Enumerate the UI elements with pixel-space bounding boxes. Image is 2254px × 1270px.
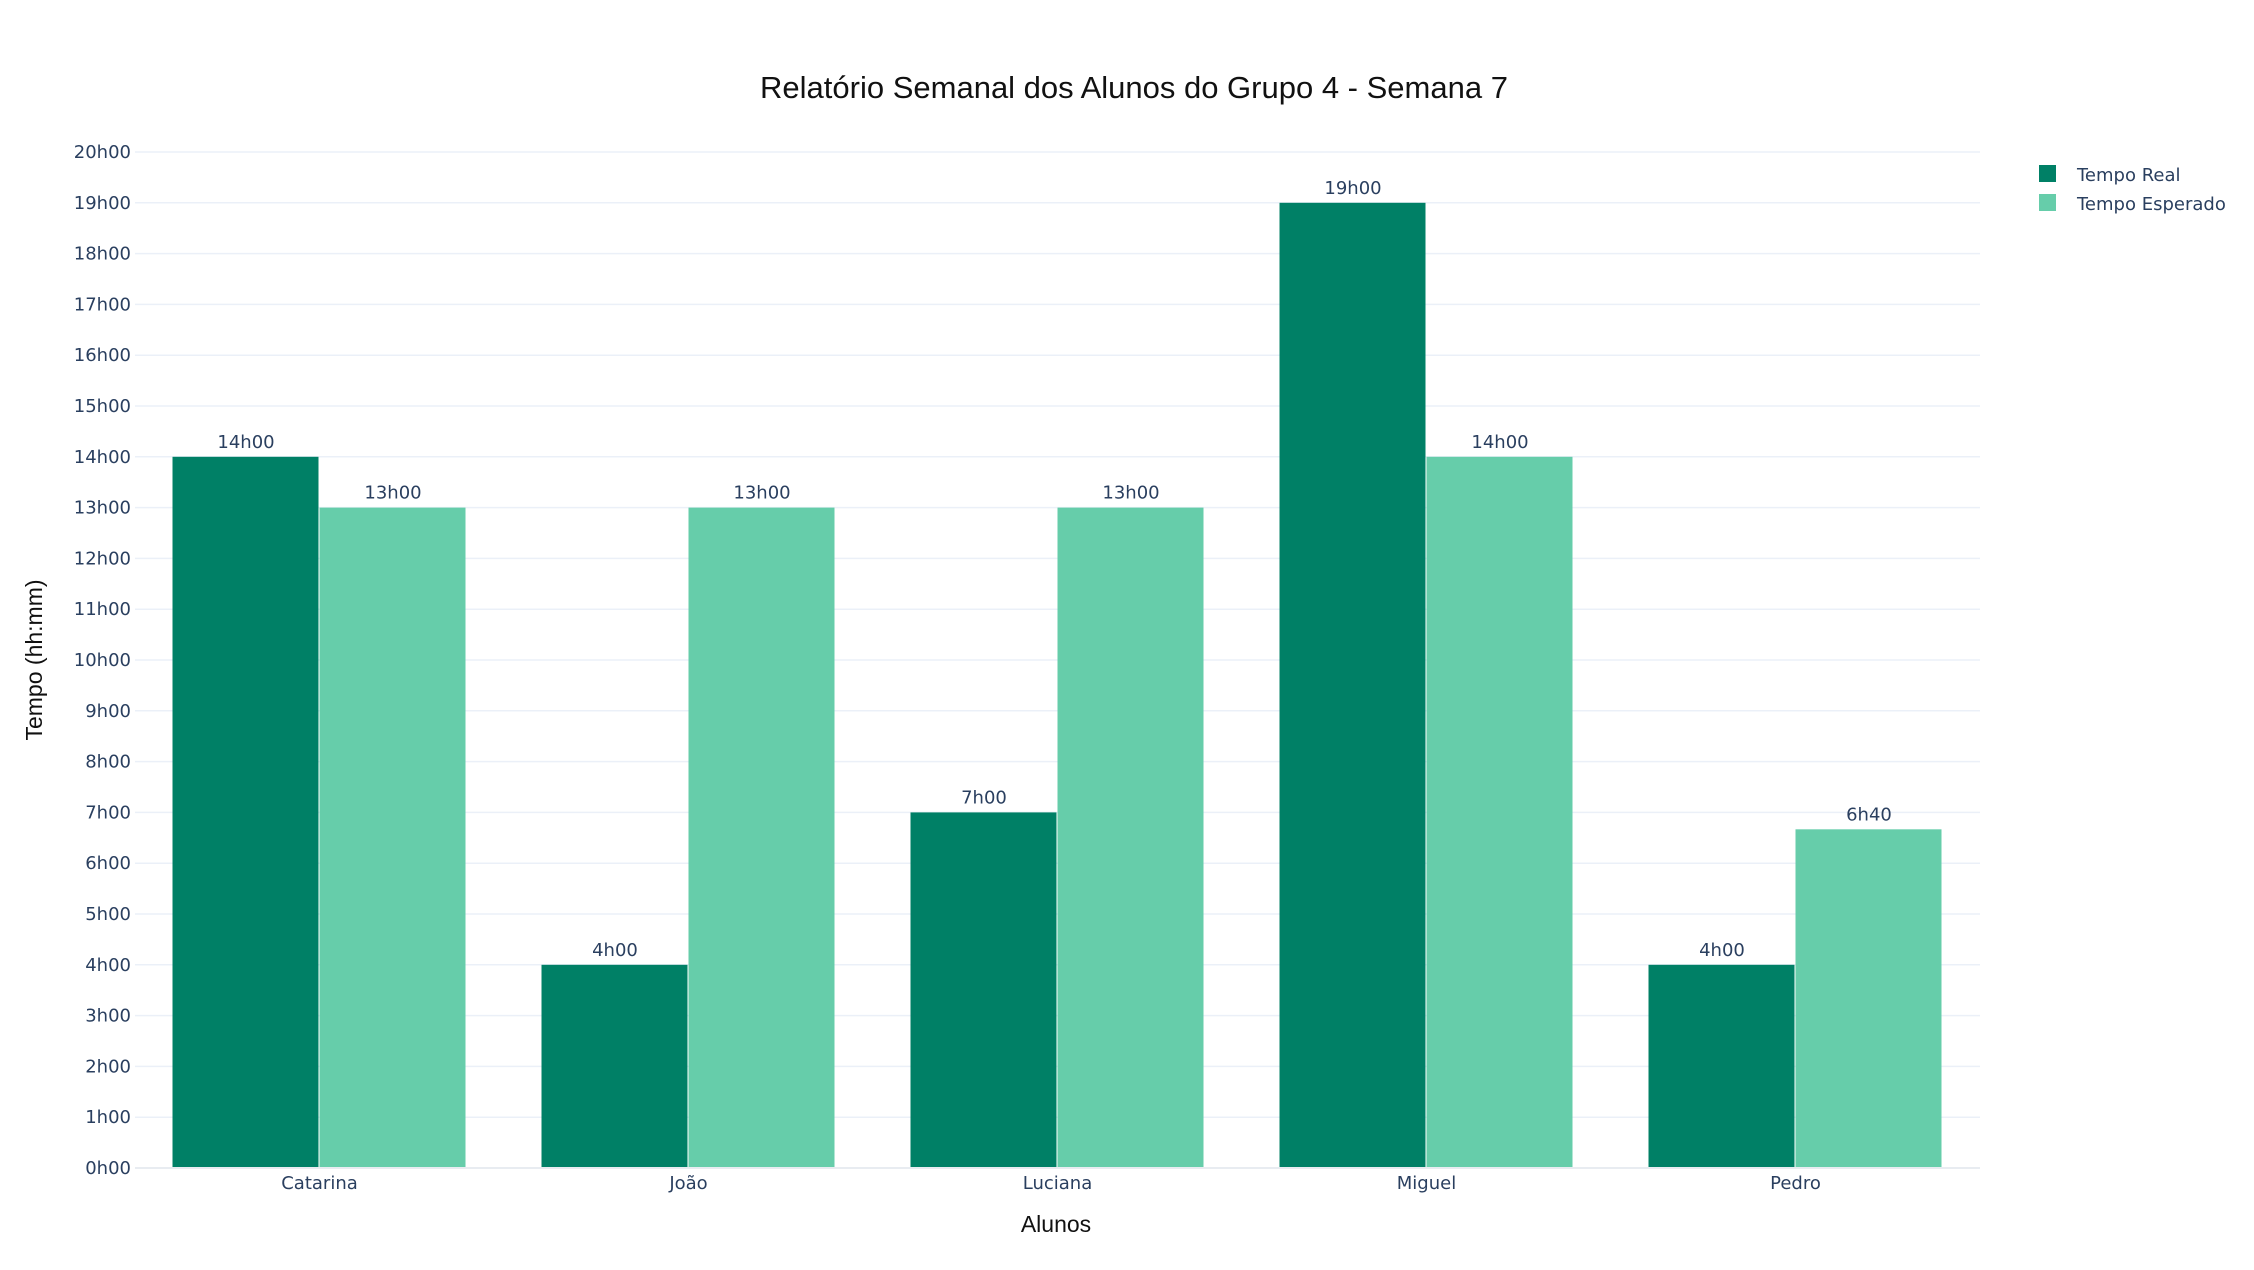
y-tick-label: 15h00 <box>74 396 131 417</box>
x-tick-label: Luciana <box>1023 1173 1093 1194</box>
x-tick-label: Pedro <box>1770 1173 1821 1194</box>
data-label-tempo-esperado-catarina: 13h00 <box>364 483 421 504</box>
bar-tempo-real-luciana <box>910 812 1057 1168</box>
bar-tempo-real-catarina <box>172 456 319 1168</box>
data-label-tempo-real-joao: 4h00 <box>592 940 638 961</box>
y-tick-label: 20h00 <box>74 142 131 163</box>
data-label-tempo-esperado-luciana: 13h00 <box>1102 483 1159 504</box>
y-tick-label: 6h00 <box>85 853 131 874</box>
y-tick-label: 0h00 <box>85 1158 131 1179</box>
y-tick-label: 3h00 <box>85 1006 131 1027</box>
y-axis-title: Tempo (hh:mm) <box>21 579 47 740</box>
y-tick-label: 14h00 <box>74 447 131 468</box>
y-tick-label: 17h00 <box>74 294 131 315</box>
y-tick-label: 18h00 <box>74 244 131 265</box>
bar-tempo-esperado-joao <box>688 507 835 1169</box>
bar-tempo-real-miguel <box>1279 202 1426 1169</box>
y-tick-label: 7h00 <box>85 802 131 823</box>
y-tick-label: 9h00 <box>85 701 131 722</box>
chart-title: Relatório Semanal dos Alunos do Grupo 4 … <box>760 70 1508 105</box>
x-tick-label: João <box>668 1173 707 1194</box>
x-tick-label: Catarina <box>281 1173 358 1194</box>
y-tick-label: 8h00 <box>85 752 131 773</box>
data-label-tempo-real-pedro: 4h00 <box>1699 940 1745 961</box>
y-axis-ticks: 0h00 1h00 2h00 3h00 4h00 5h00 6h00 7h00 8h00 9h00… <box>74 142 131 1179</box>
x-axis-title: Alunos <box>1021 1211 1091 1237</box>
bar-tempo-esperado-luciana <box>1057 507 1204 1169</box>
data-label-tempo-real-catarina: 14h00 <box>217 432 274 453</box>
data-label-tempo-real-luciana: 7h00 <box>961 787 1007 808</box>
bars <box>172 202 1942 1169</box>
bar-tempo-esperado-miguel <box>1426 456 1573 1168</box>
bar-tempo-real-joao <box>541 964 688 1168</box>
data-label-tempo-esperado-pedro: 6h40 <box>1846 804 1892 825</box>
y-tick-label: 19h00 <box>74 193 131 214</box>
y-tick-label: 1h00 <box>85 1107 131 1128</box>
legend-swatch-tempo-real <box>2039 165 2056 182</box>
y-tick-label: 11h00 <box>74 599 131 620</box>
y-tick-label: 2h00 <box>85 1056 131 1077</box>
bar-tempo-esperado-pedro <box>1795 829 1942 1168</box>
x-tick-label: Miguel <box>1397 1173 1456 1194</box>
y-tick-label: 4h00 <box>85 955 131 976</box>
y-tick-label: 13h00 <box>74 498 131 519</box>
y-tick-label: 5h00 <box>85 904 131 925</box>
y-tick-label: 16h00 <box>74 345 131 366</box>
legend: Tempo Real Tempo Esperado <box>2039 165 2226 215</box>
y-tick-label: 12h00 <box>74 548 131 569</box>
legend-label-tempo-real: Tempo Real <box>2076 165 2181 186</box>
legend-swatch-tempo-esperado <box>2039 194 2056 211</box>
data-labels: 14h00 13h00 4h00 13h00 7h00 13h00 19h00 14h00 4h… <box>217 178 1891 961</box>
data-label-tempo-real-miguel: 19h00 <box>1324 178 1381 199</box>
legend-label-tempo-esperado: Tempo Esperado <box>2076 194 2226 215</box>
y-tick-label: 10h00 <box>74 650 131 671</box>
bar-tempo-esperado-catarina <box>319 507 466 1169</box>
bar-tempo-real-pedro <box>1648 964 1795 1168</box>
x-axis-ticks: Catarina João Luciana Miguel Pedro <box>281 1173 1821 1194</box>
data-label-tempo-esperado-joao: 13h00 <box>733 483 790 504</box>
data-label-tempo-esperado-miguel: 14h00 <box>1471 432 1528 453</box>
